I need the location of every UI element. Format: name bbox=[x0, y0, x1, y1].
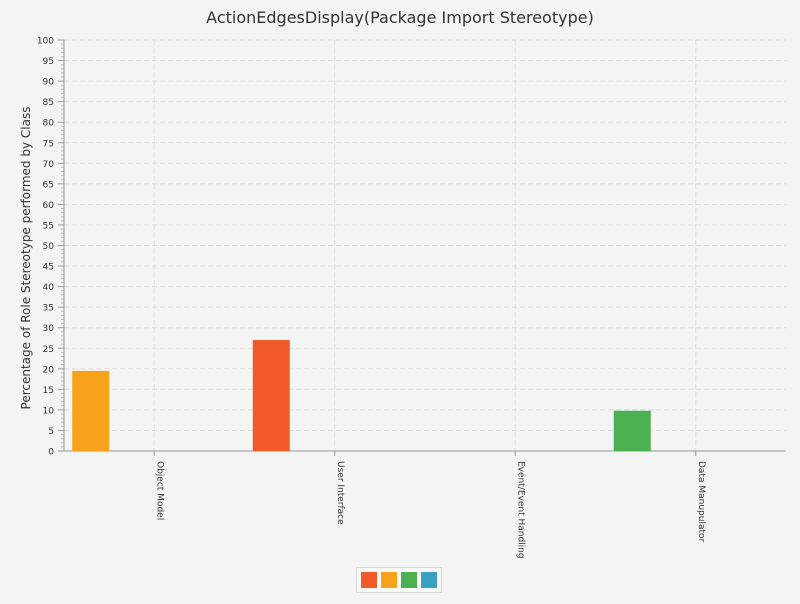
y-tick-label: 40 bbox=[43, 283, 55, 293]
legend-swatch bbox=[401, 572, 417, 588]
y-tick-label: 30 bbox=[43, 324, 55, 334]
y-tick-label: 100 bbox=[37, 37, 54, 47]
bar bbox=[613, 410, 651, 451]
x-tick-label: User Interface bbox=[335, 461, 345, 525]
y-tick-label: 15 bbox=[43, 386, 54, 396]
grid bbox=[64, 39, 786, 451]
y-tick-label: 55 bbox=[43, 221, 54, 231]
y-tick-label: 90 bbox=[43, 78, 55, 88]
y-tick-label: 20 bbox=[43, 365, 55, 375]
y-tick-label: 25 bbox=[43, 345, 54, 355]
y-tick-label: 85 bbox=[43, 98, 54, 108]
y-axis-label: Percentage of Role Stereotype performed … bbox=[19, 107, 33, 410]
y-tick-label: 60 bbox=[43, 201, 55, 211]
y-tick-label: 65 bbox=[43, 180, 54, 190]
y-tick-label: 0 bbox=[48, 448, 54, 458]
axes bbox=[58, 39, 786, 456]
y-tick-label: 10 bbox=[43, 406, 55, 416]
tick-labels: 0 5 10 15 20 25 30 35 40 45 50 55 60 65 70 75 80 85 90 95 10… bbox=[37, 37, 706, 559]
y-tick-label: 45 bbox=[43, 263, 54, 273]
x-tick-label: Object Model bbox=[154, 461, 164, 520]
bar bbox=[72, 370, 110, 451]
y-tick-label: 70 bbox=[43, 160, 55, 170]
y-tick-label: 5 bbox=[48, 427, 54, 437]
y-tick-label: 80 bbox=[43, 119, 55, 129]
y-tick-label: 95 bbox=[43, 57, 54, 67]
x-tick-label: Data Manupulator bbox=[696, 461, 706, 543]
legend-swatch bbox=[381, 572, 397, 588]
legend-swatch bbox=[361, 572, 377, 588]
y-tick-label: 75 bbox=[43, 139, 54, 149]
bars bbox=[72, 340, 651, 451]
chart-title: ActionEdgesDisplay(Package Import Stereo… bbox=[206, 8, 594, 27]
y-tick-label: 35 bbox=[43, 304, 54, 314]
legend-swatch bbox=[421, 572, 437, 588]
bar bbox=[252, 340, 290, 451]
y-tick-label: 50 bbox=[43, 242, 55, 252]
legend bbox=[356, 567, 442, 593]
x-tick-label: Event/Event Handling bbox=[515, 461, 525, 559]
